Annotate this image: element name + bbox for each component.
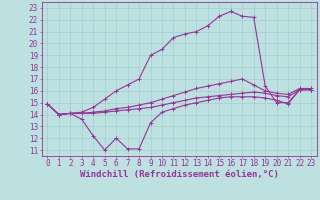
X-axis label: Windchill (Refroidissement éolien,°C): Windchill (Refroidissement éolien,°C): [80, 170, 279, 179]
